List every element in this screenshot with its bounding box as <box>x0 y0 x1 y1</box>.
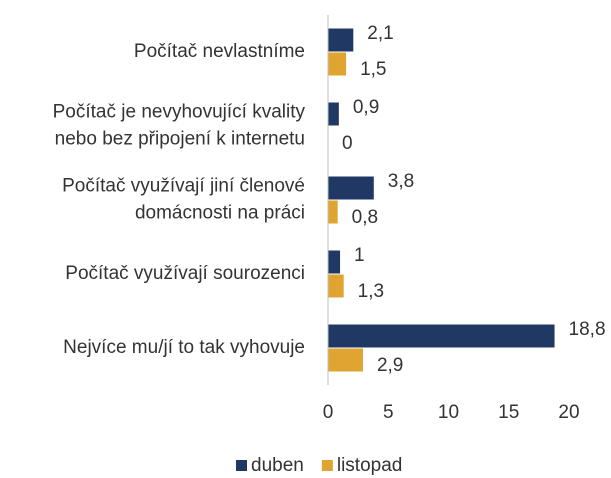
value-label: 2,9 <box>377 355 403 376</box>
category-label: nebo bez připojení k internetu <box>55 129 305 150</box>
x-tick-label: 15 <box>498 402 519 423</box>
bar <box>328 348 363 372</box>
x-tick-label: 5 <box>383 402 394 423</box>
bar <box>328 324 555 348</box>
bar <box>328 274 344 298</box>
x-tick-label: 10 <box>438 402 459 423</box>
bar <box>328 200 338 224</box>
value-label: 18,8 <box>569 319 606 340</box>
value-label: 1,3 <box>358 281 384 302</box>
value-label: 2,1 <box>367 23 393 44</box>
category-label: domácnosti na práci <box>135 203 305 224</box>
legend-label: duben <box>251 455 304 476</box>
category-label: Nejvíce mu/jí to tak vyhovuje <box>63 337 305 358</box>
bar <box>328 102 339 126</box>
x-tick-label: 0 <box>323 402 334 423</box>
legend-label: listopad <box>337 455 403 476</box>
value-label: 3,8 <box>388 171 414 192</box>
category-label: Počítač nevlastníme <box>134 41 305 62</box>
bar <box>328 250 341 274</box>
x-tick-label: 20 <box>558 402 579 423</box>
category-label: Počítač využívají jiní členové <box>62 176 305 197</box>
category-label: Počítač využívají sourozenci <box>65 263 305 284</box>
value-label: 0,9 <box>353 97 379 118</box>
legend-swatch <box>321 460 333 471</box>
value-label: 1 <box>354 245 365 266</box>
legend-swatch <box>236 460 247 471</box>
category-label: Počítač je nevyhovující kvality <box>53 102 306 123</box>
value-label: 0,8 <box>352 207 378 228</box>
value-label: 0 <box>342 133 353 154</box>
bar <box>328 52 347 76</box>
bar <box>328 28 354 52</box>
value-label: 1,5 <box>360 59 386 80</box>
bar <box>328 176 374 200</box>
